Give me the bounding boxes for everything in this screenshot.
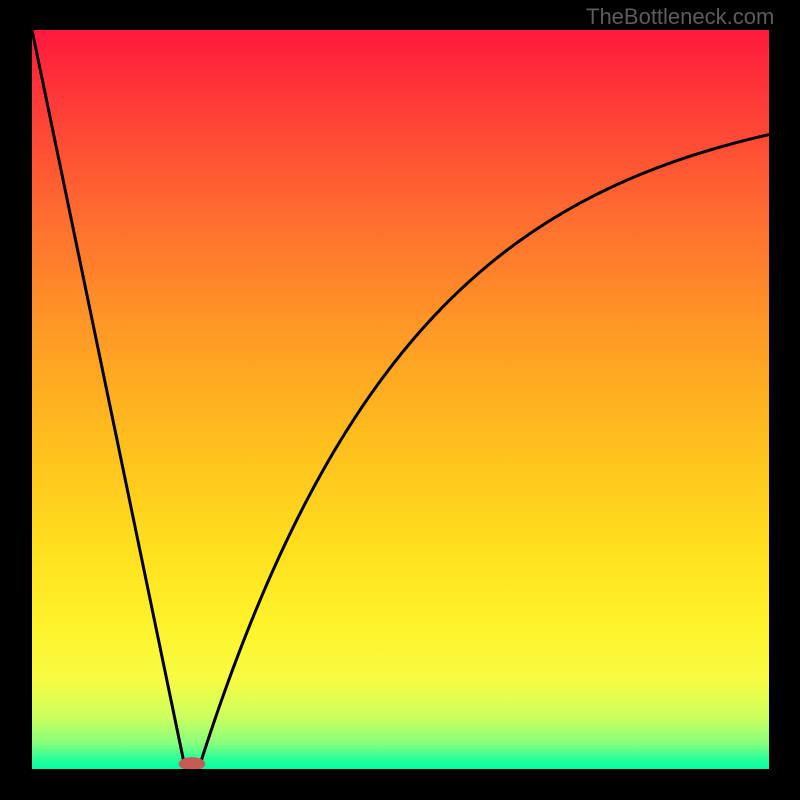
bottleneck-curve [32, 30, 769, 769]
chart-frame: TheBottleneck.com [0, 0, 800, 800]
watermark-text: TheBottleneck.com [586, 4, 774, 30]
curve-left-segment [32, 30, 185, 769]
plot-area [32, 30, 769, 769]
curve-right-segment [199, 135, 769, 769]
